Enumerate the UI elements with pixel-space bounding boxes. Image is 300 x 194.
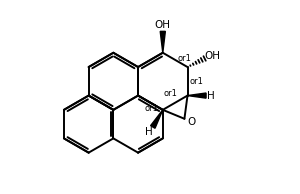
Text: O: O bbox=[188, 117, 196, 127]
Text: or1: or1 bbox=[190, 77, 204, 86]
Text: or1: or1 bbox=[177, 54, 191, 63]
Polygon shape bbox=[151, 110, 163, 128]
Text: or1: or1 bbox=[164, 89, 178, 98]
Text: H: H bbox=[146, 127, 153, 137]
Polygon shape bbox=[160, 31, 165, 53]
Text: OH: OH bbox=[155, 20, 171, 30]
Text: OH: OH bbox=[205, 51, 220, 61]
Polygon shape bbox=[188, 93, 206, 98]
Text: or1: or1 bbox=[145, 104, 159, 113]
Text: H: H bbox=[207, 91, 215, 100]
